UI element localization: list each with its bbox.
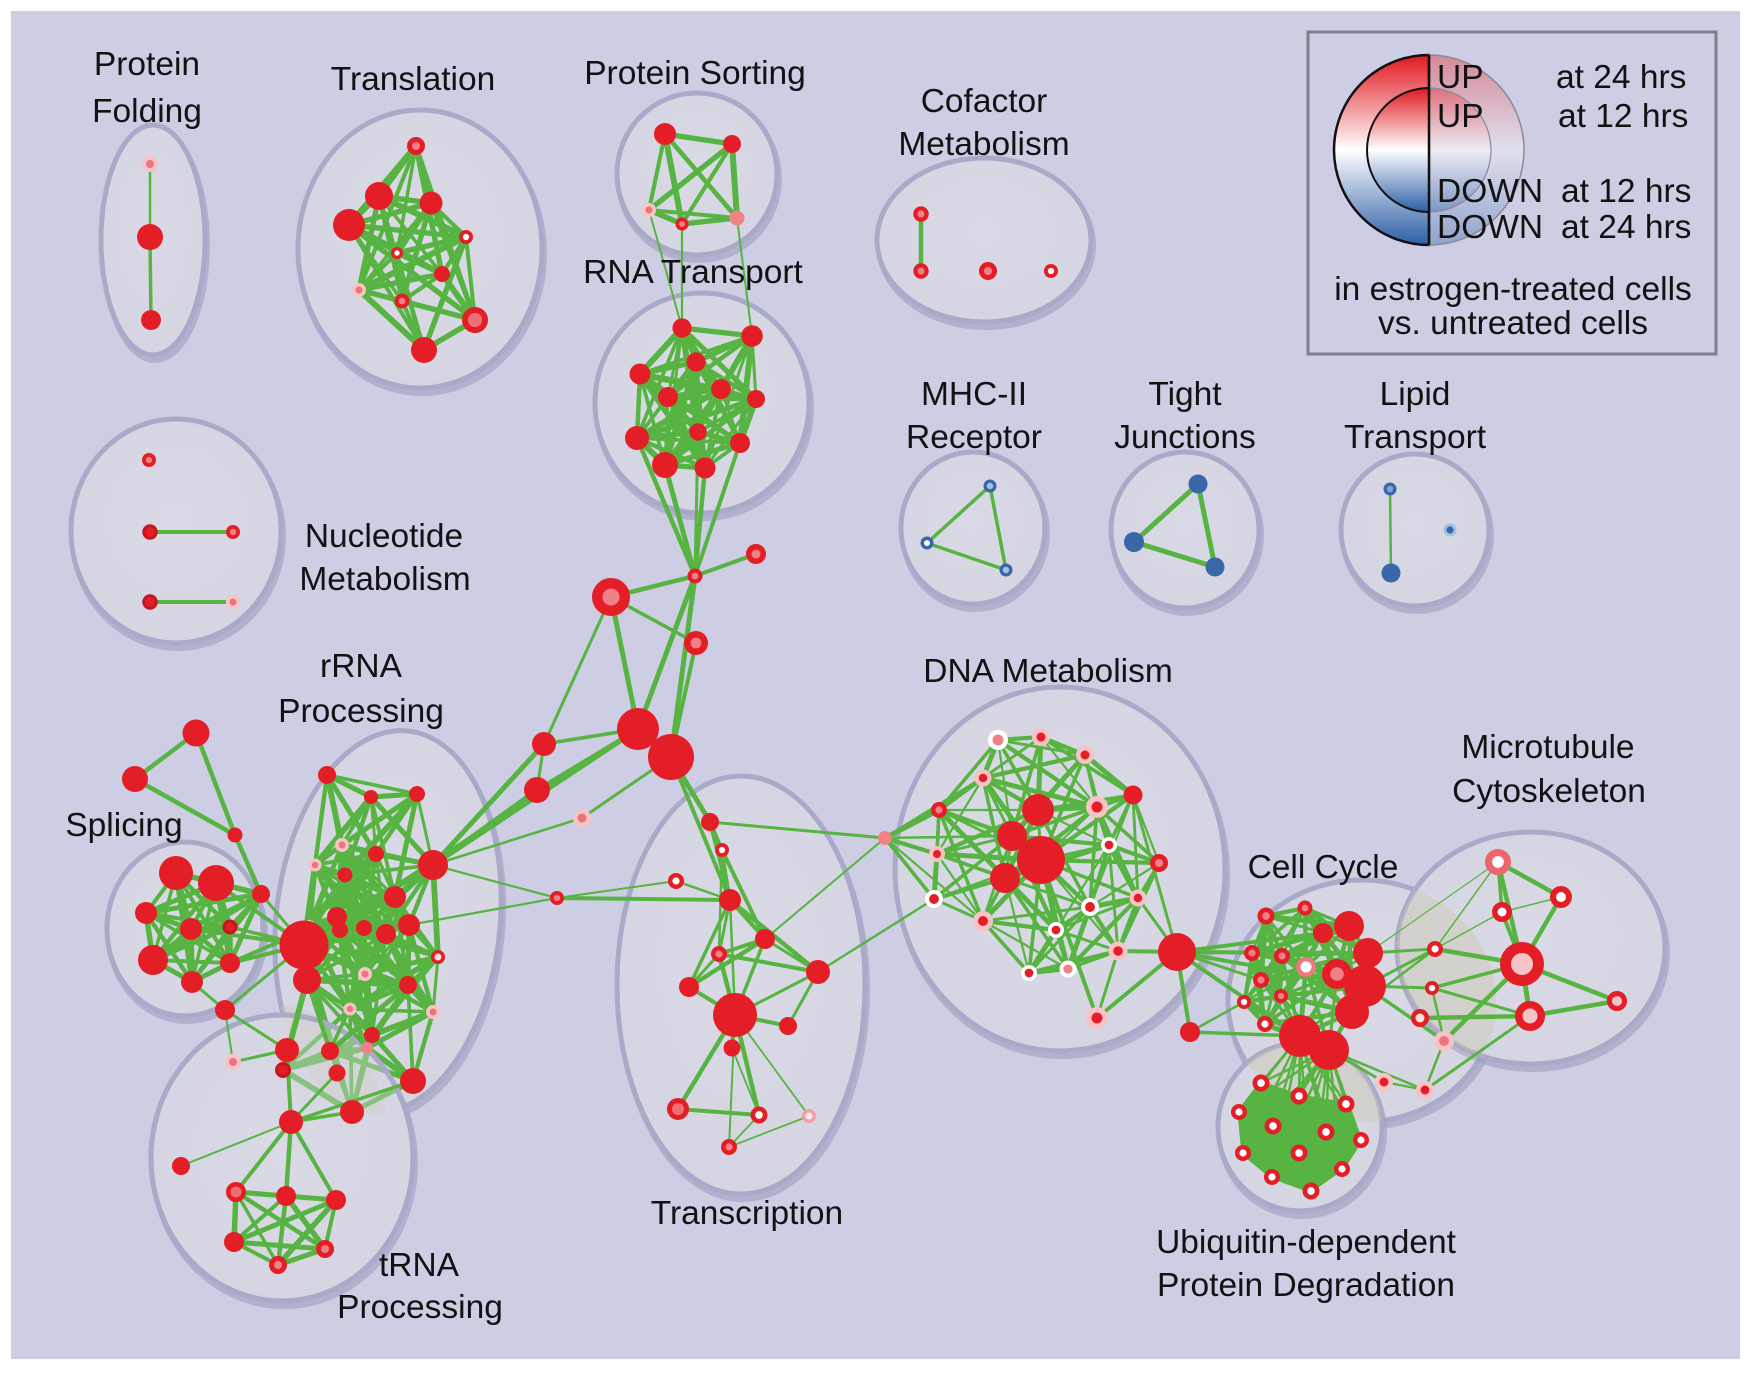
svg-text:Tight: Tight bbox=[1148, 376, 1222, 413]
svg-text:Protein: Protein bbox=[94, 46, 200, 83]
svg-text:Nucleotide: Nucleotide bbox=[305, 518, 463, 555]
svg-text:Processing: Processing bbox=[337, 1289, 503, 1326]
svg-text:Transport: Transport bbox=[1344, 419, 1487, 456]
svg-text:Folding: Folding bbox=[92, 93, 202, 130]
svg-text:Receptor: Receptor bbox=[906, 419, 1042, 456]
svg-text:Transcription: Transcription bbox=[651, 1195, 843, 1232]
svg-text:Splicing: Splicing bbox=[65, 807, 182, 844]
svg-text:Cofactor: Cofactor bbox=[921, 83, 1048, 120]
svg-text:Processing: Processing bbox=[278, 693, 444, 730]
svg-text:at 12 hrs: at 12 hrs bbox=[1558, 98, 1688, 135]
svg-text:Translation: Translation bbox=[331, 61, 495, 98]
svg-text:DOWN: DOWN bbox=[1437, 173, 1543, 210]
svg-text:Lipid: Lipid bbox=[1380, 376, 1451, 413]
svg-text:at 12 hrs: at 12 hrs bbox=[1561, 173, 1691, 210]
svg-text:Ubiquitin-dependent: Ubiquitin-dependent bbox=[1156, 1224, 1457, 1261]
svg-text:vs. untreated cells: vs. untreated cells bbox=[1378, 305, 1648, 342]
svg-text:Protein Sorting: Protein Sorting bbox=[584, 55, 806, 92]
svg-text:Cell Cycle: Cell Cycle bbox=[1248, 849, 1399, 886]
svg-text:at 24 hrs: at 24 hrs bbox=[1556, 59, 1686, 96]
svg-text:RNA Transport: RNA Transport bbox=[583, 254, 803, 291]
svg-text:DOWN: DOWN bbox=[1437, 209, 1543, 246]
svg-text:tRNA: tRNA bbox=[379, 1247, 460, 1284]
svg-text:UP: UP bbox=[1437, 98, 1484, 135]
svg-text:UP: UP bbox=[1437, 59, 1484, 96]
svg-text:Junctions: Junctions bbox=[1114, 419, 1256, 456]
svg-text:MHC-II: MHC-II bbox=[921, 376, 1027, 413]
svg-text:at 24 hrs: at 24 hrs bbox=[1561, 209, 1691, 246]
svg-text:Metabolism: Metabolism bbox=[299, 561, 470, 598]
svg-text:in estrogen-treated cells: in estrogen-treated cells bbox=[1334, 271, 1692, 308]
svg-text:Protein Degradation: Protein Degradation bbox=[1157, 1267, 1455, 1304]
svg-text:Microtubule: Microtubule bbox=[1461, 729, 1634, 766]
svg-text:Cytoskeleton: Cytoskeleton bbox=[1452, 773, 1646, 810]
svg-text:rRNA: rRNA bbox=[320, 648, 403, 685]
svg-text:DNA Metabolism: DNA Metabolism bbox=[923, 653, 1172, 690]
svg-text:Metabolism: Metabolism bbox=[898, 126, 1069, 163]
